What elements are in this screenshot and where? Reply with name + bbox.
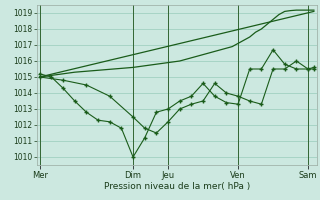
X-axis label: Pression niveau de la mer( hPa ): Pression niveau de la mer( hPa ) <box>104 182 250 191</box>
